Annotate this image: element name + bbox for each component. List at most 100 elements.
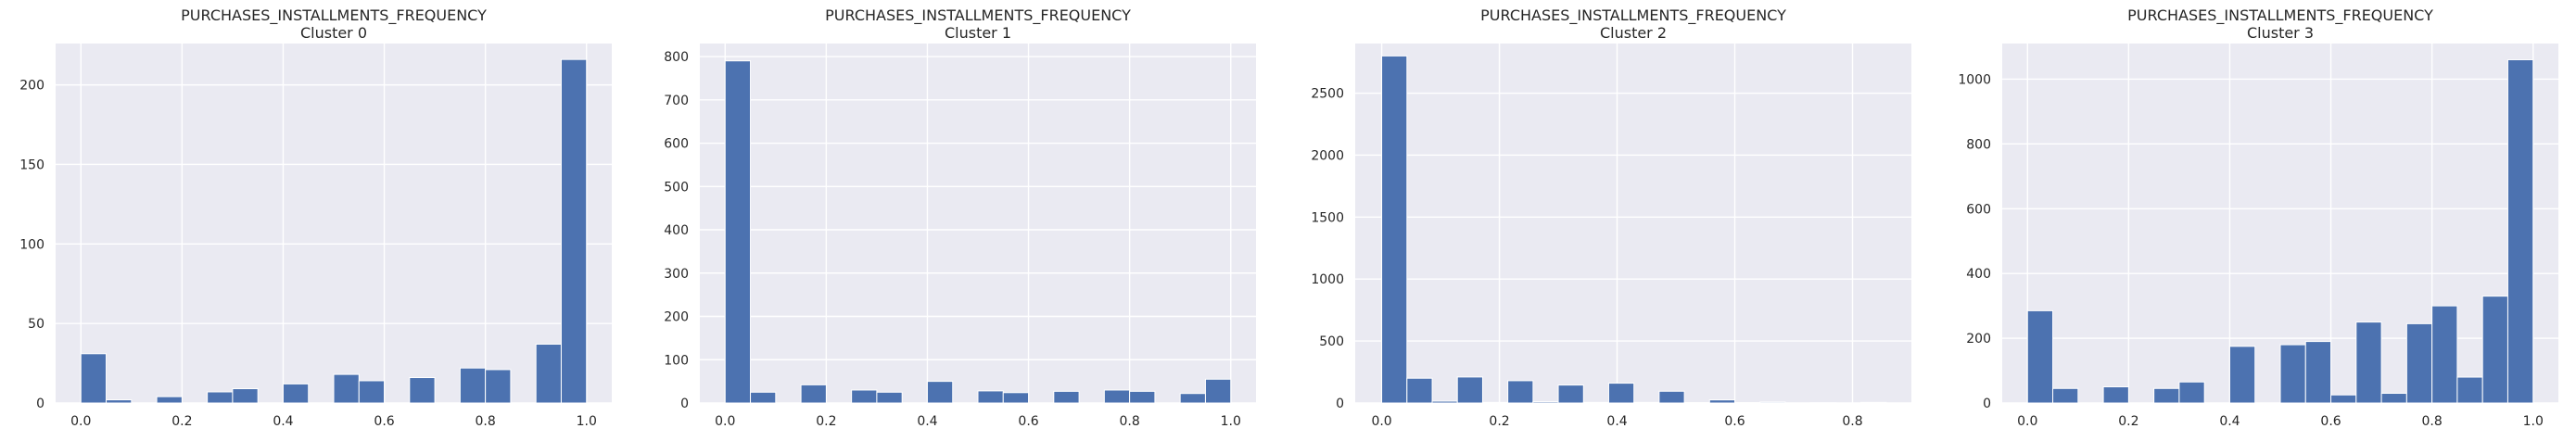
x-tick-label: 1.0 [2523,414,2544,429]
chart-subtitle: Cluster 0 [300,24,367,42]
x-tick-label: 1.0 [1221,414,1241,429]
x-tick-label: 0.2 [816,414,836,429]
histogram-bar [926,381,954,404]
histogram-bar [232,388,259,404]
histogram-bar [1507,380,1534,404]
histogram-bar [1129,390,1156,404]
histogram-bar [2178,381,2205,404]
chart-title: PURCHASES_INSTALLMENTS_FREQUENCY [1480,6,1786,25]
y-tick-label: 500 [1319,334,1344,349]
x-tick-label: 0.4 [917,414,937,429]
chart-subtitle: Cluster 1 [945,24,1011,42]
chart-subtitle: Cluster 3 [2247,24,2314,42]
y-tick-label: 600 [664,137,689,152]
histogram-bar [1481,401,1509,404]
histogram-bar [1759,401,1786,404]
y-tick-label: 300 [664,267,689,282]
x-tick-label: 0.4 [2219,414,2240,429]
chart-subtitle: Cluster 2 [1600,24,1667,42]
x-tick-label: 0.6 [1724,414,1745,429]
histogram-bar [2153,387,2180,404]
histogram-bar [1002,392,1030,404]
y-tick-label: 800 [664,50,689,65]
y-tick-label: 400 [1966,267,1991,282]
histogram-bar [1381,55,1408,404]
histogram-bar [1582,401,1610,404]
x-tick-label: 0.6 [2320,414,2341,429]
histogram-bar [2506,58,2534,404]
histogram-bar [2304,341,2332,404]
x-tick-label: 0.8 [1842,414,1862,429]
y-tick-label: 2000 [1311,148,1344,163]
y-tick-label: 1000 [1958,72,1991,87]
histogram-bar [800,384,827,404]
histogram-bar [358,380,386,404]
plot-area [700,44,1256,403]
histogram-bar [2431,305,2458,404]
x-tick-label: 0.4 [273,414,293,429]
histogram-bar [2405,322,2433,404]
histogram-bar [485,369,512,404]
x-tick-label: 0.0 [1371,414,1391,429]
x-tick-label: 0.6 [374,414,394,429]
x-tick-label: 0.2 [2118,414,2138,429]
histogram-bar [409,377,436,404]
histogram-bar [1179,393,1206,404]
y-tick-label: 150 [19,158,44,172]
y-tick-label: 700 [664,94,689,108]
chart-title: PURCHASES_INSTALLMENTS_FREQUENCY [825,6,1131,25]
plot-area [56,44,612,403]
histogram-bar [2279,344,2306,404]
histogram-bar [724,60,752,404]
histogram-bar [560,58,588,404]
plot-area [2002,44,2558,403]
histogram-bar [156,396,183,404]
x-tick-label: 1.0 [577,414,597,429]
histogram-bar [750,391,777,404]
x-tick-label: 0.4 [1606,414,1627,429]
y-tick-label: 500 [664,180,689,195]
histogram-bar [2052,387,2079,404]
histogram-bar [2228,346,2256,404]
histogram-bar [1708,399,1736,404]
y-tick-label: 0 [1983,397,1991,411]
histogram-bar [2102,386,2129,404]
histogram-bar [2456,376,2483,404]
x-tick-label: 0.0 [2017,414,2037,429]
histogram-bar [1658,390,1685,404]
y-tick-label: 400 [664,223,689,238]
chart-title: PURCHASES_INSTALLMENTS_FREQUENCY [2127,6,2433,25]
y-tick-label: 0 [36,397,44,411]
y-tick-label: 100 [19,237,44,252]
histogram-bar [106,399,133,404]
histogram-bar [1456,376,1483,404]
histogram-bar [1053,390,1080,404]
y-tick-label: 200 [664,310,689,325]
x-tick-label: 0.8 [1120,414,1140,429]
histogram-bar [333,373,360,404]
x-tick-label: 0.0 [715,414,735,429]
histogram-bar [977,390,1004,404]
histogram-bar [1431,400,1458,404]
y-tick-label: 800 [1966,137,1991,152]
x-tick-label: 0.2 [171,414,192,429]
histogram-bar [2481,296,2508,404]
histogram-bar [1204,378,1232,404]
histogram-bar [851,389,878,404]
x-tick-label: 0.6 [1018,414,1038,429]
chart-panel-3: 0 200 400 600 800 1000 0.0 0.2 0.4 0.6 0.8 1.0 PURCH… [1958,6,2558,429]
chart-panel-1: 0 100 200 300 400 500 600 700 800 0.0 0.2 0.4 0.6 0.8… [664,6,1256,429]
chart-panel-0: 0 50 100 150 200 0.0 0.2 0.4 0.6 0.8 1.0 PURCHASES_… [19,6,612,429]
histogram-bar [2026,309,2054,404]
histogram-bar [1557,384,1584,404]
y-tick-label: 1500 [1311,210,1344,225]
histogram-bar [282,383,310,404]
chart-title: PURCHASES_INSTALLMENTS_FREQUENCY [181,6,487,25]
histogram-bar [2380,393,2407,404]
histogram-bar [1860,401,1887,404]
histogram-bar [2355,321,2382,404]
chart-panel-2: 0 500 1000 1500 2000 2500 0.0 0.2 0.4 0.6 0.8 PURCH… [1311,6,1911,429]
x-tick-label: 0.0 [70,414,91,429]
y-tick-label: 100 [664,353,689,368]
histogram-bar [459,367,487,404]
